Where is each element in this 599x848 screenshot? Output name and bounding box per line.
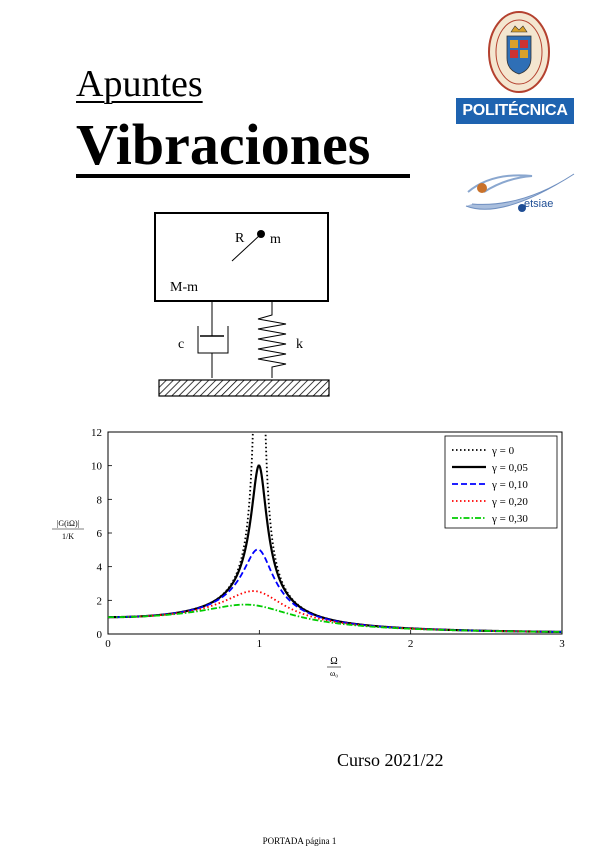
legend-label: γ = 0	[491, 445, 515, 457]
page-footer: PORTADA página 1	[262, 836, 337, 846]
series-group	[108, 432, 562, 633]
x-tick-label: 3	[559, 638, 565, 650]
ground	[158, 379, 330, 397]
y-axis: 0 2 4 6 8 10 12	[91, 427, 112, 641]
label-c: c	[178, 337, 184, 352]
y-label-denominator: 1/K	[62, 532, 74, 541]
title-vibraciones: Vibraciones	[76, 112, 371, 177]
y-tick-label: 0	[97, 629, 103, 641]
mechanical-system-diagram: R m M-m c k	[154, 212, 330, 397]
etsiae-logo: etsiae	[462, 168, 578, 224]
series-line-4	[108, 603, 562, 633]
x-axis: 0 1 2 3	[105, 630, 565, 650]
label-k: k	[296, 337, 303, 352]
rotor-mass	[257, 230, 265, 238]
damper	[197, 301, 229, 378]
x-axis-label: Ω ω₀	[327, 656, 341, 678]
upm-logo: POLITÉCNICA	[456, 10, 582, 124]
y-tick-label: 8	[97, 494, 103, 506]
y-tick-label: 4	[97, 562, 103, 574]
legend-label: γ = 0,20	[491, 496, 528, 508]
x-label-denominator: ω₀	[330, 669, 338, 678]
x-tick-label: 0	[105, 638, 111, 650]
course-year: Curso 2021/22	[337, 750, 444, 770]
etsiae-swoosh-icon	[465, 173, 575, 212]
label-r: R	[235, 231, 245, 246]
series-line-3	[108, 590, 562, 633]
rotor-arm	[231, 234, 261, 262]
upm-crest-icon	[488, 11, 550, 93]
y-axis-label: |G(iΩ)| 1/K	[52, 519, 84, 541]
y-tick-label: 6	[97, 528, 103, 540]
x-label-numerator: Ω	[330, 656, 337, 667]
y-tick-label: 2	[97, 595, 103, 607]
x-tick-label: 1	[257, 638, 263, 650]
legend: γ = 0 γ = 0,05 γ = 0,10 γ = 0,20 γ = 0,30	[444, 435, 558, 529]
title-rule	[76, 174, 410, 178]
etsiae-text: etsiae	[524, 198, 554, 210]
y-tick-label: 10	[91, 461, 103, 473]
legend-label: γ = 0,05	[491, 462, 528, 474]
upm-banner: POLITÉCNICA	[456, 98, 574, 124]
y-label-numerator: |G(iΩ)|	[57, 519, 79, 528]
label-m: m	[270, 232, 281, 247]
mass-box	[154, 212, 329, 302]
legend-label: γ = 0,30	[491, 513, 528, 525]
legend-label: γ = 0,10	[491, 479, 528, 491]
spring	[257, 301, 287, 378]
title-apuntes: Apuntes	[76, 63, 203, 105]
y-tick-label: 12	[91, 427, 102, 439]
label-mass-rest: M-m	[170, 280, 198, 295]
x-tick-label: 2	[408, 638, 414, 650]
